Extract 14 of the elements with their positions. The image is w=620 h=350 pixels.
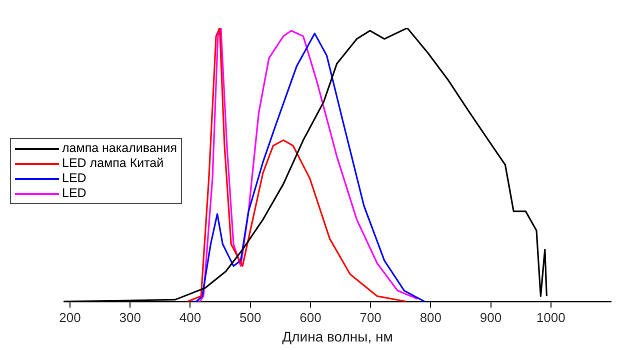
x-tick-label: 200 [59, 310, 81, 325]
x-tick-label: 900 [480, 310, 502, 325]
legend-label: LED [62, 186, 86, 201]
x-axis-title: Длина волны, нм [282, 328, 393, 344]
x-tick-label: 700 [360, 310, 382, 325]
x-tick-label: 300 [119, 310, 141, 325]
legend-label: LED лампа Китай [62, 156, 164, 171]
legend-label: LED [62, 171, 86, 186]
x-tick-label: 800 [420, 310, 442, 325]
x-tick-label: 1000 [536, 310, 566, 325]
x-tick-label: 400 [179, 310, 202, 325]
x-tick-label: 600 [300, 310, 322, 325]
x-tick-label: 500 [239, 310, 262, 325]
legend-label: лампа накаливания [62, 141, 177, 156]
